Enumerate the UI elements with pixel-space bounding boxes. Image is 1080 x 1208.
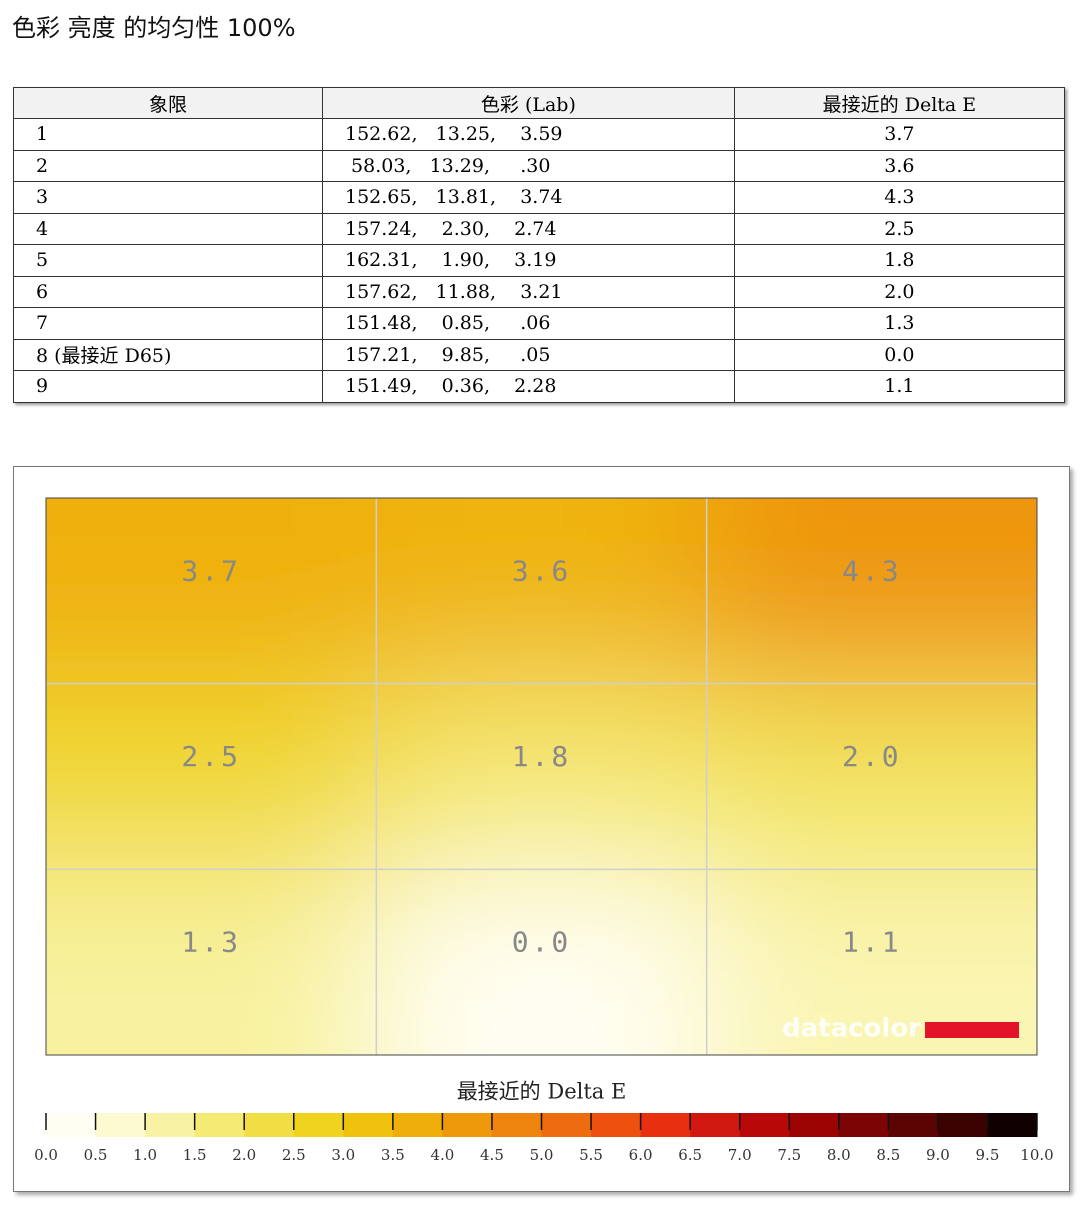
colorbar-tick-label: 5.0 — [530, 1146, 554, 1164]
table-cell: 157.24, 2.30, 2.74 — [321, 212, 735, 245]
table-cell: 2.5 — [733, 212, 1066, 245]
value-label: 0.0 — [512, 926, 572, 959]
table-row: 9 151.49, 0.36, 2.28 1.1 — [13, 370, 1066, 403]
table-cell: 9 — [13, 370, 323, 403]
column-header: 象限 — [13, 87, 323, 119]
column-header: 最接近的 Delta E — [733, 87, 1066, 119]
table-cell: 157.21, 9.85, .05 — [321, 338, 735, 371]
colorbar-segment — [194, 1113, 245, 1137]
heat-cell — [376, 869, 708, 1055]
colorbar-segment — [145, 1113, 196, 1137]
value-label: 1.1 — [842, 926, 902, 959]
watermark-bar — [925, 1022, 1019, 1038]
colorbar-tick-label: 1.0 — [133, 1146, 157, 1164]
table-cell: 162.31, 1.90, 3.19 — [321, 244, 735, 277]
colorbar-tick-label: 3.5 — [381, 1146, 405, 1164]
table-cell: 58.03, 13.29, .30 — [321, 149, 735, 182]
table-row: 2 58.03, 13.29, .30 3.6 — [13, 149, 1066, 182]
table-cell: 1.1 — [733, 370, 1066, 403]
colorbar-segment — [442, 1113, 493, 1137]
table-cell: 151.49, 0.36, 2.28 — [321, 370, 735, 403]
table-cell: 3.7 — [733, 118, 1066, 151]
table-row: 3 152.65, 13.81, 3.74 4.3 — [13, 181, 1066, 214]
colorbar-tick-label: 5.5 — [579, 1146, 603, 1164]
value-label: 2.0 — [842, 740, 902, 773]
table-row: 1 152.62, 13.25, 3.59 3.7 — [13, 118, 1066, 151]
heat-cell — [46, 498, 378, 685]
colorbar-segment — [244, 1113, 295, 1137]
value-label: 2.5 — [181, 740, 241, 773]
colorbar-segment — [343, 1113, 394, 1137]
colorbar-tick-label: 0.0 — [34, 1146, 58, 1164]
colorbar-segment — [392, 1113, 443, 1137]
colorbar-tick-label: 7.0 — [728, 1146, 752, 1164]
table-cell: 151.48, 0.85, .06 — [321, 307, 735, 340]
heat-cell — [706, 498, 1037, 685]
colorbar-segment — [293, 1113, 344, 1137]
colorbar-segment — [46, 1113, 97, 1137]
colorbar-segment — [937, 1113, 988, 1137]
colorbar-segment — [541, 1113, 592, 1137]
table-cell: 7 — [13, 307, 323, 340]
colorbar-tick-label: 8.5 — [876, 1146, 900, 1164]
colorbar-segment — [591, 1113, 642, 1137]
colorbar-segment — [888, 1113, 939, 1137]
colorbar-tick-label: 0.5 — [84, 1146, 108, 1164]
table-cell: 152.65, 13.81, 3.74 — [321, 181, 735, 214]
heat-cell — [46, 683, 378, 871]
heat-cell — [376, 498, 708, 685]
colorbar-tick-label: 8.0 — [827, 1146, 851, 1164]
watermark: datacolor — [782, 1014, 921, 1044]
colorbar-tick-label: 6.0 — [629, 1146, 653, 1164]
colorbar-title: 最接近的 Delta E — [457, 1080, 627, 1104]
colorbar-segment — [95, 1113, 146, 1137]
plot-border — [45, 497, 1038, 1056]
colorbar-tick-label: 2.5 — [282, 1146, 306, 1164]
colorbar-segment — [690, 1113, 741, 1137]
page-title: 色彩 亮度 的均匀性 100% — [12, 14, 296, 42]
value-label: 3.6 — [512, 554, 572, 587]
table-cell: 1 — [13, 118, 323, 151]
colorbar-tick-label: 9.5 — [976, 1146, 1000, 1164]
colorbar-tick-label: 2.0 — [232, 1146, 256, 1164]
value-label: 4.3 — [842, 554, 902, 587]
colorbar-tick-label: 6.5 — [678, 1146, 702, 1164]
table-row: 8 (最接近 D65) 157.21, 9.85, .05 0.0 — [13, 338, 1066, 371]
colorbar-segment — [838, 1113, 889, 1137]
value-label: 1.8 — [512, 740, 572, 773]
table-cell: 152.62, 13.25, 3.59 — [321, 118, 735, 151]
colorbar-tick-label: 9.0 — [926, 1146, 950, 1164]
heatmap-blur — [46, 498, 1037, 1055]
table-cell: 8 (最接近 D65) — [13, 338, 323, 371]
table-row: 7 151.48, 0.85, .06 1.3 — [13, 307, 1066, 340]
heat-cell — [46, 869, 378, 1055]
colorbar-segment — [789, 1113, 840, 1137]
colorbar-tick-label: 7.5 — [777, 1146, 801, 1164]
lab-table: 象限 色彩 (Lab) 最接近的 Delta E 1 152.62, 13.25, 3… — [13, 87, 1066, 403]
value-label: 1.3 — [181, 926, 241, 959]
colorbar-segment — [739, 1113, 790, 1137]
table-cell: 3.6 — [733, 149, 1066, 182]
table-header: 象限 色彩 (Lab) 最接近的 Delta E — [13, 87, 1066, 119]
colorbar-tick-label: 4.0 — [430, 1146, 454, 1164]
heatmap-cells — [46, 498, 1037, 1055]
colorbar-tick-label: 1.5 — [183, 1146, 207, 1164]
table-cell: 3 — [13, 181, 323, 214]
value-label: 3.7 — [181, 554, 241, 587]
colorbar-tick-label: 4.5 — [480, 1146, 504, 1164]
colorbar-segment — [987, 1113, 1038, 1137]
colorbar-segment — [491, 1113, 542, 1137]
heat-cell — [376, 683, 708, 871]
colorbar-tick-label: 3.0 — [331, 1146, 355, 1164]
overlay: 3.7 3.6 4.3 2.5 1.8 2.0 1.3 0.0 1.1 datacolor 最接近的… — [34, 497, 1054, 1164]
colorbar-segment — [640, 1113, 691, 1137]
heat-cell — [706, 683, 1037, 871]
colorbar-tick-label: 10.0 — [1020, 1146, 1053, 1164]
column-header: 色彩 (Lab) — [321, 87, 735, 119]
